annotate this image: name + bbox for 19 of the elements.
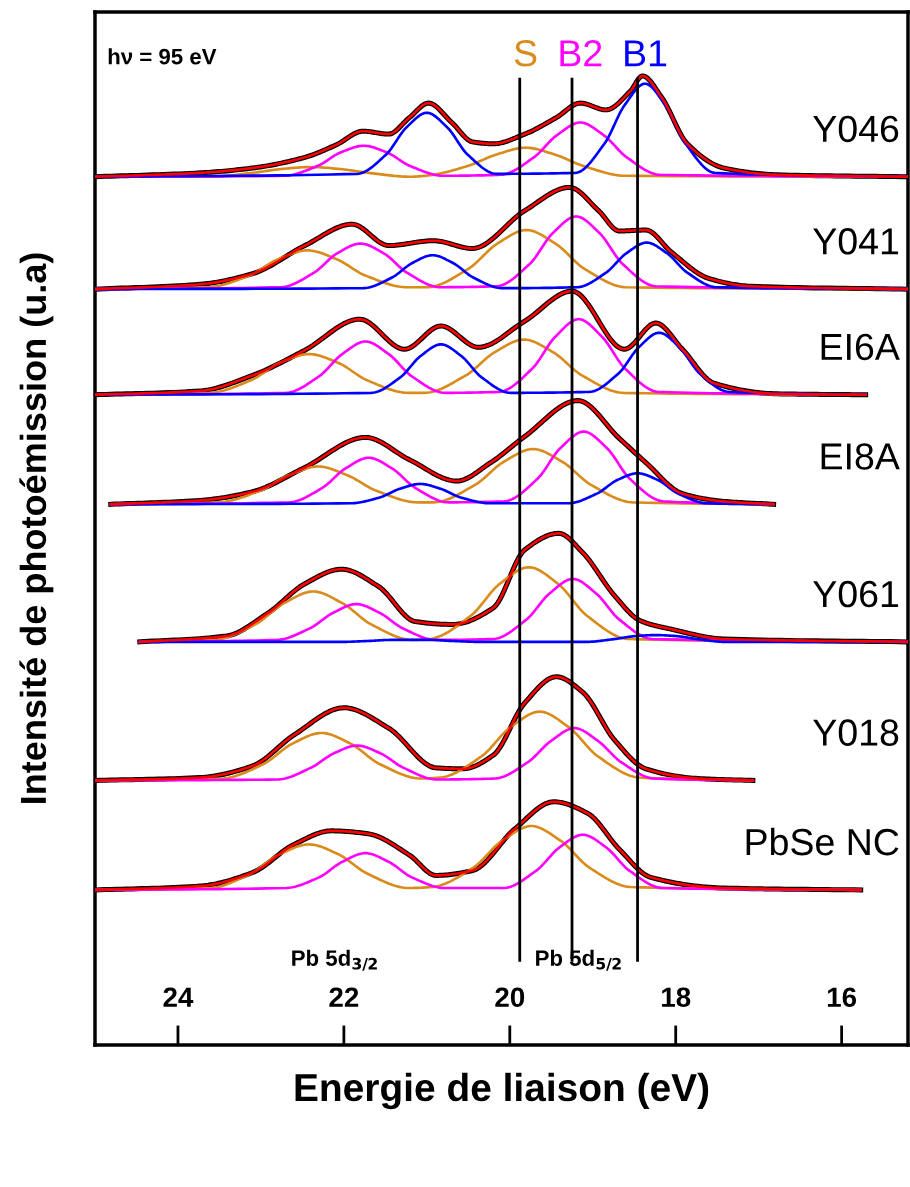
series-label: B1 (625, 40, 667, 67)
text: S (514, 40, 537, 67)
series-label: EI8A (821, 443, 900, 470)
series-label: Y018 (813, 719, 899, 746)
series-label: PbSe NC (746, 827, 899, 856)
x-tick-label: 16 (827, 987, 857, 1008)
x-tick-label: 20 (495, 987, 525, 1008)
x-tick-label: 22 (329, 987, 359, 1007)
series-label: Y041 (813, 228, 899, 255)
series-label: EI6A (821, 333, 900, 361)
x-axis-title: Energie de liaison (eV) (295, 1072, 709, 1110)
x-tick-label: 24 (163, 987, 194, 1007)
series-label: Y046 (813, 115, 899, 143)
series-label: B2 (560, 40, 602, 67)
y-axis-title: Intensité de photoémission (u.a) (19, 253, 54, 803)
annotation: Pb 5d$_{3/2}$ (292, 949, 377, 971)
x-tick-label: 18 (662, 987, 691, 1008)
series-label: Y061 (813, 580, 899, 608)
text: hν = 95 eV (108, 48, 217, 65)
